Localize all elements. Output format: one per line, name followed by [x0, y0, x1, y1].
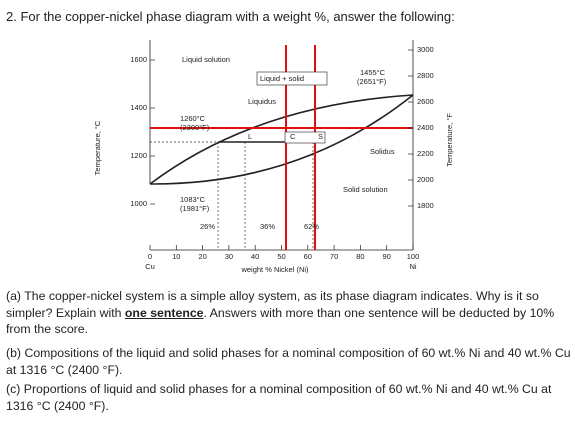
axis-end-label: Ni — [409, 262, 416, 271]
percent-label: 26% — [200, 222, 215, 231]
y2-tick-label: 2200 — [417, 149, 434, 158]
point-label: S — [318, 132, 323, 141]
x-tick-label: 30 — [225, 252, 233, 261]
curves — [149, 40, 414, 251]
x-tick-label: 20 — [198, 252, 206, 261]
y-tick-label: 1200 — [130, 151, 147, 160]
region-label: Liquid + solid — [260, 74, 304, 83]
guide-lines — [150, 141, 314, 250]
axis-end-label: Cu — [145, 262, 155, 271]
y2-tick-label: 3000 — [417, 45, 434, 54]
label-box — [256, 71, 328, 86]
x-tick-label: 0 — [148, 252, 152, 261]
y2-tick-label: 1800 — [417, 201, 434, 210]
percent-label: 62% — [304, 222, 319, 231]
y2-tick-label: 2600 — [417, 97, 434, 106]
x-tick-label: 60 — [304, 252, 312, 261]
question-title: 2. For the copper-nickel phase diagram w… — [6, 9, 455, 24]
question: (b) Compositions of the liquid and solid… — [6, 345, 576, 378]
x-tick-label: 80 — [356, 252, 364, 261]
y2-tick-label: 2400 — [417, 123, 434, 132]
percent-label: 36% — [260, 222, 275, 231]
liquidus-curve — [149, 94, 414, 185]
y-axis-label: Temperature, °F — [445, 113, 454, 167]
y-tick-label: 1400 — [130, 103, 147, 112]
temp-label: 1083°C — [180, 195, 206, 204]
x-tick-label: 10 — [172, 252, 180, 261]
label-box — [284, 131, 326, 144]
temp-label: 1455°C — [360, 68, 386, 77]
question: (c) Proportions of liquid and solid phas… — [6, 381, 576, 414]
x-tick-label: 50 — [277, 252, 285, 261]
region-label: Solid solution — [343, 185, 388, 194]
x-axis-label: weight % Nickel (Ni) — [240, 265, 309, 274]
x-tick-label: 40 — [251, 252, 259, 261]
emphasis: one sentence — [124, 305, 204, 320]
temp-label: 1260°C — [180, 114, 206, 123]
curve-label: Liquidus — [248, 97, 276, 106]
y-axis-label: Temperature, °C — [93, 120, 102, 175]
question-text: (b) Compositions of the liquid and solid… — [6, 346, 571, 377]
curve-label: Solidus — [370, 147, 395, 156]
x-tick-label: 100 — [407, 252, 420, 261]
x-tick-label: 70 — [330, 252, 338, 261]
question-text: . Answers with more than one sentence wi… — [6, 305, 555, 337]
y-tick-label: 1600 — [130, 55, 147, 64]
question-text: (c) Proportions of liquid and solid phas… — [6, 382, 552, 413]
question: (a) The copper-nickel system is a simple… — [6, 288, 576, 338]
region-label: Liquid solution — [182, 55, 230, 64]
temp-label: (1981°F) — [180, 204, 210, 213]
point-label: C — [290, 132, 296, 141]
y2-tick-label: 2800 — [417, 71, 434, 80]
temp-label: (2300°F) — [180, 123, 210, 132]
solidus-curve — [149, 94, 414, 185]
point-label: L — [248, 132, 252, 141]
temp-label: (2651°F) — [357, 77, 387, 86]
x-tick-label: 90 — [383, 252, 391, 261]
question-text: (a) The copper-nickel system is a simple… — [6, 289, 539, 320]
y-tick-label: 1000 — [130, 199, 147, 208]
y2-tick-label: 2000 — [417, 175, 434, 184]
phase-diagram: Liquid solution Liquid + solid Liquidus … — [93, 40, 454, 274]
